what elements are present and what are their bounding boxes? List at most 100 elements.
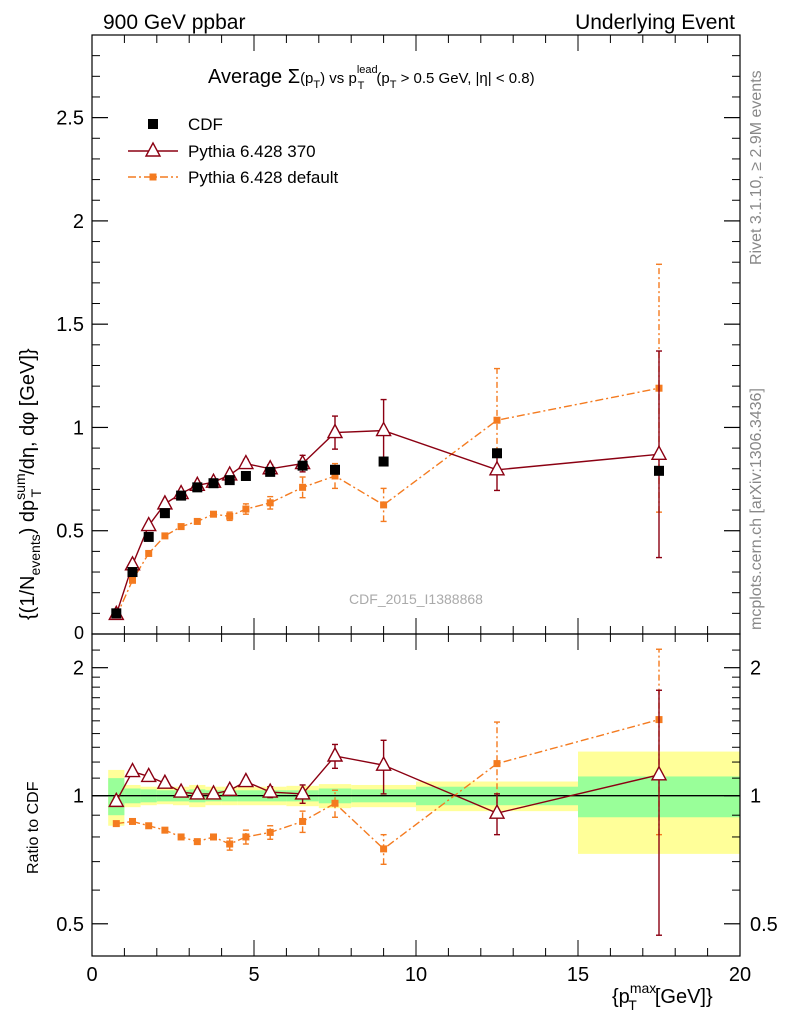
ratio-pythia-370-marker: [650, 765, 668, 781]
cdf-marker: [297, 460, 308, 471]
pythia-default-marker: [299, 483, 307, 491]
main-ytick-label-zero: 0: [74, 623, 84, 643]
pythia-default-marker: [161, 532, 169, 540]
ratio-pythia-370-marker: [237, 772, 255, 788]
ratio-pythia-370-marker: [294, 784, 311, 800]
pythia-370-marker: [237, 454, 255, 470]
ratio-pythia-default-marker: [177, 833, 185, 841]
pythia-default-marker: [226, 512, 234, 520]
ratio-ytick-label: 2: [73, 658, 84, 680]
ratio-pythia-default-marker: [210, 833, 217, 841]
main-ytick-label: 0.5: [56, 521, 84, 543]
ratio-pythia-default-marker: [193, 838, 201, 846]
ratio-pythia-default-marker: [493, 760, 501, 768]
ratio-pythia-370-marker: [326, 746, 344, 762]
legend-cdf-marker: [148, 119, 158, 129]
cdf-marker: [265, 466, 276, 477]
pythia-default-marker: [493, 416, 501, 424]
pythia-default-marker: [193, 517, 201, 525]
cdf-marker: [492, 448, 502, 459]
cdf-marker: [654, 465, 664, 476]
main-ytick-label: 2.5: [56, 108, 84, 130]
ratio-pythia-370-marker: [172, 782, 190, 798]
main-ylabel: {(1/Nevents) dpsumT/dη, dφ [GeV]}: [12, 348, 44, 620]
pythia-default-series: [112, 263, 663, 620]
x-tick-label: 15: [567, 964, 589, 986]
ratio-ytick-label-right: 1: [750, 786, 761, 808]
cdf-marker: [143, 531, 154, 542]
ratio-ytick-label: 1: [73, 786, 84, 808]
pythia-370-marker: [375, 421, 392, 437]
cdf-marker: [378, 456, 389, 467]
ratio-pythia-default-marker: [380, 845, 388, 853]
cdf-marker: [176, 490, 187, 501]
header-right: Underlying Event: [575, 11, 735, 34]
ratio-pythia-370-marker: [488, 803, 506, 819]
ratio-pythia-370-marker: [124, 762, 141, 778]
main-ytick-label: 1: [73, 417, 84, 439]
x-tick-label: 20: [729, 964, 751, 986]
ratio-pythia-default-marker: [331, 799, 339, 807]
ratio-pythia-default-marker: [145, 822, 153, 830]
cdf-marker: [159, 508, 170, 519]
legend-default-marker: [149, 173, 157, 181]
ratio-pythia-370-marker: [205, 784, 222, 800]
main-ytick-label: 2: [73, 211, 84, 233]
pythia-default-marker: [266, 499, 274, 507]
pythia-default-marker: [242, 505, 250, 513]
cdf-marker: [330, 464, 340, 475]
main-ytick-label: 1.5: [56, 314, 84, 336]
ratio-panel: 0.5 0.51 12 20 5 10 15 20 Ratio to CDF: [25, 633, 778, 986]
ratio-pythia-default-marker: [226, 840, 234, 848]
pythia-default-marker: [331, 472, 339, 480]
pythia-370-marker: [140, 516, 157, 532]
pythia-default-marker: [177, 523, 185, 531]
cdf-marker: [127, 567, 138, 578]
x-axis-title: {pmax T [GeV]}: [612, 980, 713, 1013]
legend-label: CDF: [188, 115, 223, 134]
ratio-pythia-default-marker: [266, 828, 274, 836]
watermark: CDF_2015_I1388868: [349, 591, 483, 607]
cdf-marker: [208, 478, 219, 489]
legend: CDF Pythia 6.428 370 Pythia 6.428 default: [128, 115, 339, 187]
ratio-pythia-default-marker: [299, 817, 307, 825]
ratio-pythia-370-marker: [156, 773, 174, 789]
ratio-pythia-default-marker: [129, 817, 136, 825]
ratio-pythia-370-marker: [189, 784, 206, 800]
cdf-marker: [240, 470, 251, 481]
header-left: 900 GeV ppbar: [103, 11, 245, 34]
cdf-marker: [224, 475, 235, 486]
pythia-370-marker: [326, 423, 344, 439]
ratio-ytick-label-right: 0.5: [750, 914, 778, 936]
cdf-marker: [111, 608, 122, 619]
pythia-default-marker: [145, 549, 153, 557]
legend-370-marker: [144, 141, 162, 157]
ratio-pythia-370-marker: [108, 791, 125, 808]
ratio-pythia-370-marker: [262, 782, 279, 798]
ratio-ytick-label-right: 2: [750, 658, 761, 680]
ratio-pythia-default-marker: [112, 820, 120, 828]
legend-label: Pythia 6.428 370: [188, 142, 316, 161]
pythia-default-marker: [210, 510, 217, 518]
pythia-370-marker: [650, 444, 668, 460]
pythia-370-marker: [488, 460, 506, 476]
main-title: Average Σ(pT) vs plead T (pT > 0.5 GeV, |η…: [208, 64, 535, 92]
ratio-ytick-label: 0.5: [56, 914, 84, 936]
pythia-default-line: [115, 387, 660, 617]
legend-label: Pythia 6.428 default: [188, 168, 339, 187]
cdf-series: [111, 448, 664, 619]
ratio-pythia-370-marker: [140, 766, 157, 783]
ratio-pythia-370-series: [108, 689, 668, 936]
x-tick-label: 0: [86, 964, 97, 986]
cdf-marker: [192, 482, 203, 493]
pythia-default-marker: [129, 576, 136, 584]
pythia-default-marker: [380, 501, 388, 509]
pythia-370-marker: [156, 494, 174, 510]
ratio-pythia-default-marker: [161, 826, 169, 834]
mcplots-label: mcplots.cern.ch [arXiv:1306.3436]: [748, 388, 765, 630]
ratio-ylabel: Ratio to CDF: [25, 781, 42, 874]
x-tick-label: 10: [405, 964, 427, 986]
ratio-pythia-default-marker: [242, 833, 250, 841]
main-panel: 0.5 1 1.5 2 2.5 0 Average Σ(pT) vs plead T (pT …: [12, 34, 741, 643]
